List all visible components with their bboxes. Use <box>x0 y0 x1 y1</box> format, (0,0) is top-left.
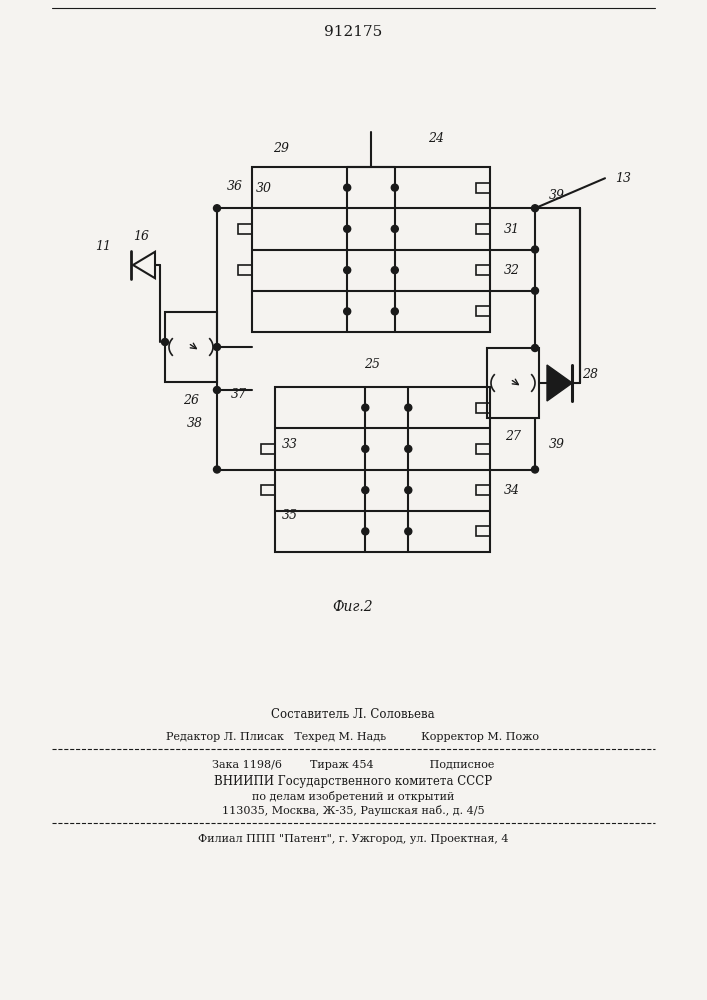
Bar <box>476 444 490 454</box>
Bar <box>261 485 275 495</box>
Text: 26: 26 <box>183 393 199 406</box>
Bar <box>476 183 490 193</box>
Bar <box>476 306 490 316</box>
Circle shape <box>532 287 539 294</box>
Bar <box>476 265 490 275</box>
Circle shape <box>344 184 351 191</box>
Text: 16: 16 <box>133 231 149 243</box>
Circle shape <box>214 205 221 212</box>
Text: 29: 29 <box>273 142 289 155</box>
Text: Фиг.2: Фиг.2 <box>333 600 373 614</box>
Bar <box>476 224 490 234</box>
Circle shape <box>532 466 539 473</box>
Text: Составитель Л. Соловьева: Составитель Л. Соловьева <box>271 708 435 722</box>
Text: 36: 36 <box>227 180 243 193</box>
Circle shape <box>405 487 411 494</box>
Text: Филиал ППП "Патент", г. Ужгород, ул. Проектная, 4: Филиал ППП "Патент", г. Ужгород, ул. Про… <box>198 834 508 844</box>
Bar <box>275 387 490 552</box>
Bar <box>261 444 275 454</box>
Polygon shape <box>547 365 572 401</box>
Circle shape <box>214 466 221 473</box>
Circle shape <box>214 386 221 393</box>
Bar <box>476 403 490 413</box>
Circle shape <box>532 205 539 212</box>
Text: 38: 38 <box>187 417 203 430</box>
Text: ВНИИПИ Государственного комитета СССР: ВНИИПИ Государственного комитета СССР <box>214 774 492 788</box>
Circle shape <box>161 338 168 346</box>
Text: 30: 30 <box>256 182 272 195</box>
Circle shape <box>391 267 398 274</box>
Text: 37: 37 <box>231 387 247 400</box>
Circle shape <box>214 344 221 351</box>
Bar <box>252 167 490 332</box>
Text: 28: 28 <box>582 368 598 381</box>
Text: Зака 1198/6        Тираж 454                Подписное: Зака 1198/6 Тираж 454 Подписное <box>212 760 494 770</box>
Text: 113035, Москва, Ж-35, Раушская наб., д. 4/5: 113035, Москва, Ж-35, Раушская наб., д. … <box>222 806 484 816</box>
Circle shape <box>362 528 369 535</box>
Text: Редактор Л. Плисак   Техред М. Надь          Корректор М. Пожо: Редактор Л. Плисак Техред М. Надь Коррек… <box>167 732 539 742</box>
Bar <box>238 224 252 234</box>
Circle shape <box>362 445 369 452</box>
Text: 11: 11 <box>95 240 111 253</box>
Circle shape <box>391 184 398 191</box>
Circle shape <box>344 308 351 315</box>
Text: 39: 39 <box>549 438 565 451</box>
Bar <box>476 526 490 536</box>
Circle shape <box>344 225 351 232</box>
Text: 34: 34 <box>504 484 520 497</box>
Circle shape <box>532 246 539 253</box>
Text: 27: 27 <box>505 430 521 442</box>
Circle shape <box>344 267 351 274</box>
Text: 35: 35 <box>282 509 298 522</box>
Circle shape <box>532 344 539 352</box>
Text: 39: 39 <box>549 189 565 202</box>
Circle shape <box>405 404 411 411</box>
Bar <box>476 485 490 495</box>
Circle shape <box>391 225 398 232</box>
Text: по делам изобретений и открытий: по делам изобретений и открытий <box>252 790 454 802</box>
Bar <box>487 348 539 418</box>
Bar <box>165 312 217 382</box>
Text: 13: 13 <box>615 172 631 185</box>
Circle shape <box>405 445 411 452</box>
Text: 33: 33 <box>282 438 298 451</box>
Text: 25: 25 <box>365 359 380 371</box>
Text: 912175: 912175 <box>324 25 382 39</box>
Circle shape <box>405 528 411 535</box>
Text: 31: 31 <box>504 223 520 236</box>
Text: 32: 32 <box>504 264 520 277</box>
Circle shape <box>391 308 398 315</box>
Bar <box>238 265 252 275</box>
Text: 24: 24 <box>428 132 444 145</box>
Circle shape <box>362 487 369 494</box>
Circle shape <box>362 404 369 411</box>
